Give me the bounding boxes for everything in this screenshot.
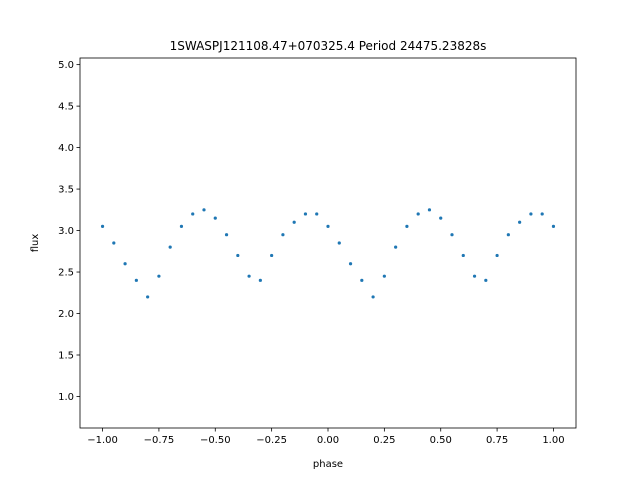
data-point (495, 253, 499, 258)
data-point (146, 295, 150, 299)
data-point (382, 274, 386, 278)
data-point (337, 241, 341, 245)
y-tick-label: 2.5 (58, 268, 74, 279)
data-point (461, 253, 465, 258)
data-point (247, 274, 251, 278)
data-point (315, 212, 319, 216)
x-tick-label: 0.00 (317, 435, 339, 446)
y-tick-label: 4.0 (58, 143, 74, 154)
x-tick-label: 0.75 (486, 435, 508, 446)
x-axis-label: phase (313, 459, 343, 470)
y-tick-label: 5.0 (58, 60, 74, 71)
data-point (202, 208, 206, 212)
x-tick-label: 0.25 (373, 435, 395, 446)
data-point (236, 253, 240, 258)
data-point (518, 220, 522, 224)
data-point (360, 278, 364, 282)
data-point (326, 224, 330, 229)
data-point (427, 208, 432, 212)
x-tick-label: 1.00 (542, 435, 564, 446)
data-point (258, 278, 262, 282)
data-point (123, 262, 127, 266)
x-tick-label: −0.25 (256, 435, 287, 446)
data-point (179, 224, 184, 229)
x-tick-label: −0.50 (200, 435, 231, 446)
data-point (416, 212, 420, 216)
scatter-points (100, 208, 556, 299)
data-point (168, 245, 172, 249)
y-tick-label: 2.0 (58, 309, 74, 320)
x-tick-label: −0.75 (144, 435, 175, 446)
y-tick-label: 3.5 (58, 185, 74, 196)
data-point (484, 278, 488, 282)
data-point (134, 278, 138, 282)
data-point (348, 262, 353, 266)
data-point (450, 233, 454, 237)
data-point (100, 224, 105, 229)
chart-title: 1SWASPJ121108.47+070325.4 Period 24475.2… (170, 39, 487, 53)
data-point (191, 212, 195, 216)
data-point (371, 295, 375, 299)
data-point (551, 224, 556, 229)
x-axis: −1.00 −0.75 −0.50 −0.25 0.00 0.25 0.50 0.75 1.00 (87, 428, 565, 446)
data-point (439, 216, 443, 220)
data-point (506, 233, 510, 237)
data-point (540, 212, 544, 216)
y-tick-label: 1.5 (58, 350, 74, 361)
data-point (213, 216, 217, 220)
data-point (394, 245, 398, 249)
data-point (529, 212, 533, 216)
y-tick-label: 3.0 (58, 226, 74, 237)
data-point (303, 212, 308, 216)
x-tick-label: 0.50 (430, 435, 452, 446)
y-tick-label: 4.5 (58, 102, 74, 113)
data-point (405, 224, 409, 229)
data-point (157, 274, 161, 278)
x-tick-label: −1.00 (87, 435, 118, 446)
data-point (270, 253, 274, 258)
data-point (281, 233, 285, 237)
y-tick-label: 1.0 (58, 392, 74, 403)
y-axis: 1.0 1.5 2.0 2.5 3.0 3.5 4.0 4.5 5.0 (58, 60, 80, 403)
data-point (472, 274, 477, 278)
y-axis-label: flux (30, 234, 41, 253)
data-point (224, 233, 229, 237)
data-point (112, 241, 116, 245)
data-point (292, 220, 296, 224)
